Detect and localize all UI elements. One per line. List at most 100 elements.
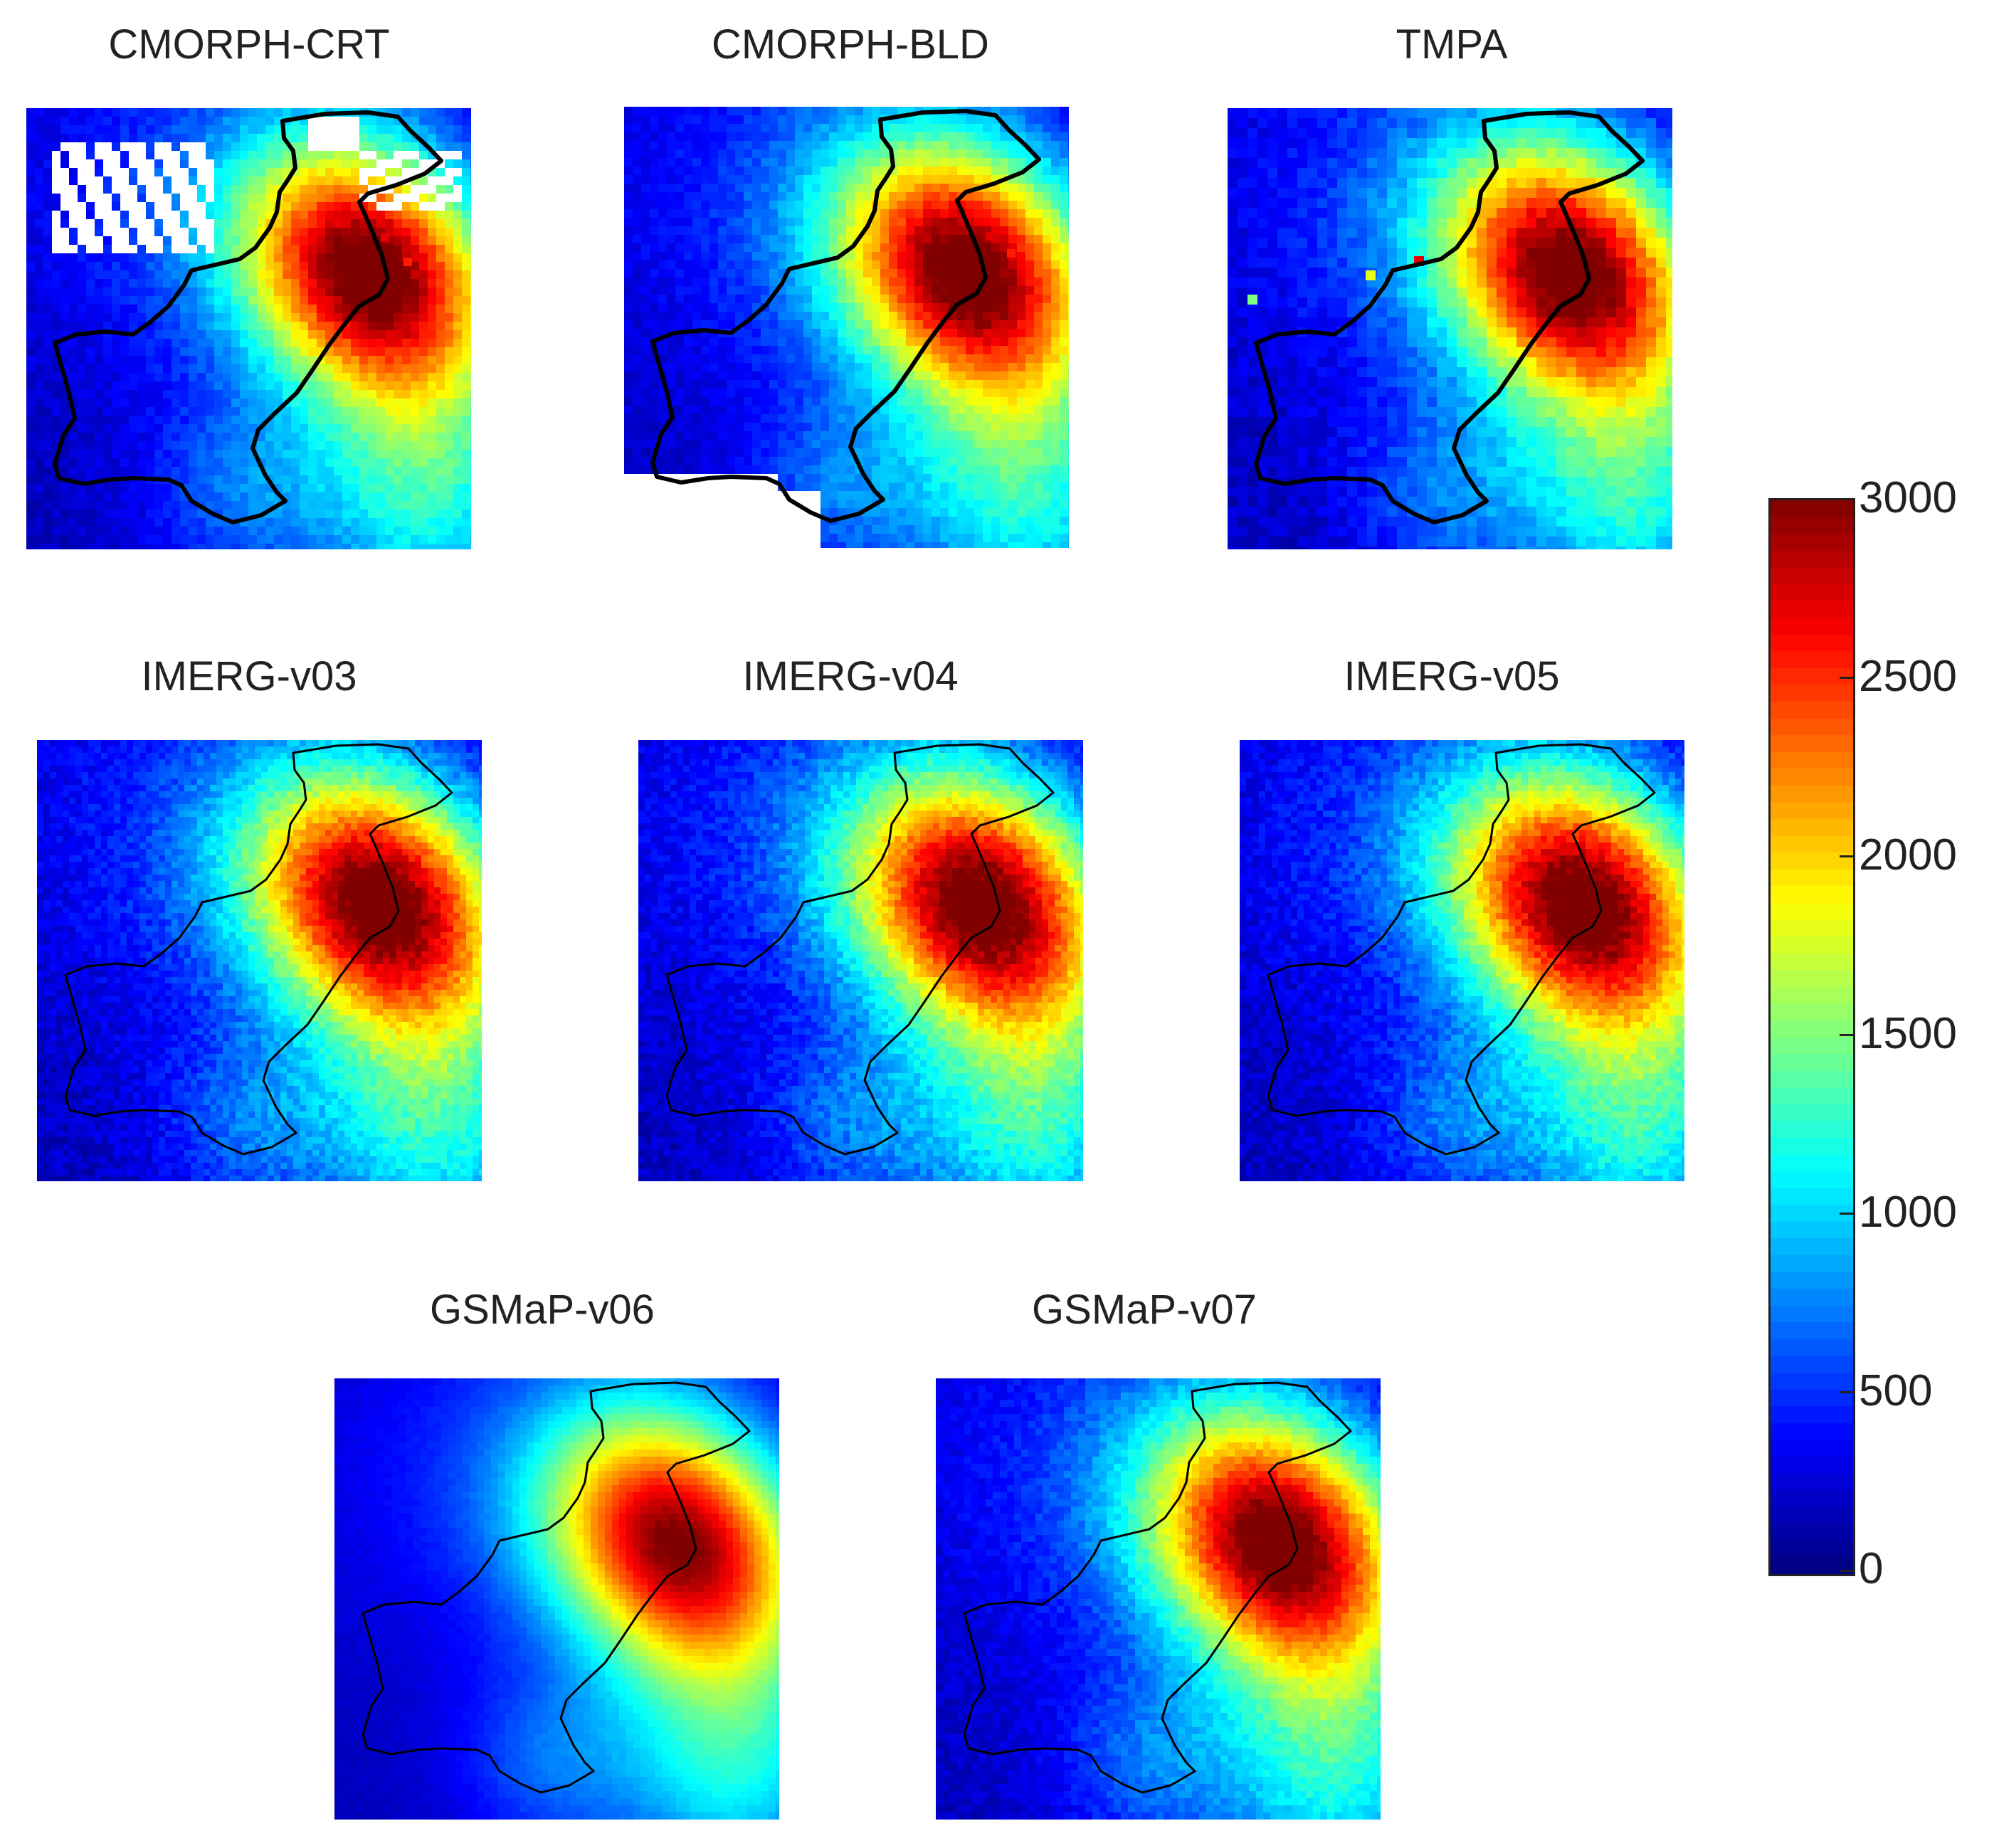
grid-cell — [189, 544, 198, 549]
grid-cell — [129, 125, 138, 134]
grid-cell — [923, 158, 932, 167]
grid-cell — [223, 458, 232, 468]
grid-cell — [1068, 269, 1069, 278]
grid-cell — [914, 440, 924, 449]
grid-cell — [1008, 141, 1018, 150]
grid-cell — [231, 347, 241, 357]
grid-cell — [146, 518, 155, 527]
grid-cell — [1034, 260, 1043, 270]
grid-cell — [78, 364, 87, 374]
grid-cell — [1000, 243, 1009, 253]
grid-cell — [52, 296, 61, 305]
grid-cell — [394, 347, 403, 357]
grid-cell — [69, 458, 78, 468]
grid-cell — [778, 406, 787, 415]
grid-cell — [744, 414, 753, 423]
grid-cell — [394, 339, 403, 348]
grid-cell — [932, 260, 941, 270]
grid-cell — [60, 125, 70, 134]
grid-cell — [334, 416, 343, 425]
grid-cell — [180, 228, 189, 237]
grid-cell — [863, 303, 872, 312]
grid-cell — [154, 356, 164, 365]
grid-cell — [223, 313, 232, 322]
grid-cell — [120, 108, 130, 117]
grid-cell — [43, 518, 53, 527]
grid-cell — [86, 159, 95, 169]
grid-cell — [308, 322, 317, 331]
grid-cell — [983, 337, 992, 347]
grid-cell — [838, 184, 847, 193]
grid-cell — [1060, 457, 1069, 466]
grid-cell — [795, 423, 804, 432]
grid-cell — [453, 151, 463, 160]
grid-cell — [1051, 389, 1060, 398]
grid-cell — [445, 176, 454, 186]
grid-cell — [95, 168, 104, 177]
grid-cell — [462, 176, 471, 186]
grid-cell — [974, 192, 983, 201]
grid-cell — [701, 149, 710, 159]
grid-cell — [95, 270, 104, 280]
grid-cell — [223, 527, 232, 536]
grid-cell — [1017, 184, 1026, 193]
grid-cell — [889, 354, 898, 364]
grid-cell — [283, 458, 292, 468]
grid-cell — [428, 535, 437, 544]
grid-cell — [453, 279, 463, 288]
grid-cell — [317, 219, 326, 228]
grid-cell — [855, 192, 864, 201]
grid-cell — [752, 329, 761, 338]
grid-cell — [863, 149, 872, 159]
grid-cell — [641, 448, 650, 458]
grid-cell — [411, 398, 420, 408]
grid-cell — [906, 192, 915, 201]
grid-cell — [334, 253, 343, 263]
grid-cell — [675, 252, 685, 261]
grid-cell — [103, 390, 112, 399]
grid-cell — [334, 168, 343, 177]
grid-cell — [897, 312, 907, 321]
grid-cell — [897, 252, 907, 261]
grid-cell — [829, 371, 838, 381]
grid-cell — [940, 201, 949, 210]
grid-cell — [1008, 414, 1018, 423]
grid-cell — [214, 330, 223, 339]
grid-cell — [641, 465, 650, 475]
grid-cell — [308, 544, 317, 549]
grid-cell — [675, 406, 685, 415]
grid-cell — [206, 381, 215, 391]
grid-cell — [846, 141, 855, 150]
grid-cell — [786, 414, 796, 423]
grid-cell — [129, 416, 138, 425]
grid-cell — [914, 252, 924, 261]
grid-cell — [821, 363, 830, 372]
grid-cell — [761, 278, 770, 287]
grid-cell — [206, 134, 215, 143]
grid-cell — [189, 390, 198, 399]
grid-cell — [317, 270, 326, 280]
grid-cell — [291, 287, 300, 297]
grid-cell — [957, 226, 966, 236]
grid-cell — [402, 296, 411, 305]
grid-cell — [137, 159, 147, 169]
grid-cell — [411, 416, 420, 425]
grid-cell — [709, 141, 719, 150]
grid-cell — [402, 492, 411, 502]
grid-cell — [248, 142, 258, 152]
grid-cell — [838, 457, 847, 466]
grid-cell — [35, 236, 44, 245]
grid-cell — [633, 260, 642, 270]
grid-cell — [684, 423, 693, 432]
grid-cell — [394, 236, 403, 245]
grid-cell — [419, 407, 428, 416]
grid-cell — [769, 235, 779, 244]
grid-cell — [803, 414, 813, 423]
grid-cell — [786, 397, 796, 406]
grid-cell — [428, 313, 437, 322]
grid-cell — [838, 235, 847, 244]
grid-cell — [35, 313, 44, 322]
grid-cell — [675, 371, 685, 381]
grid-cell — [718, 380, 727, 389]
grid-cell — [829, 329, 838, 338]
